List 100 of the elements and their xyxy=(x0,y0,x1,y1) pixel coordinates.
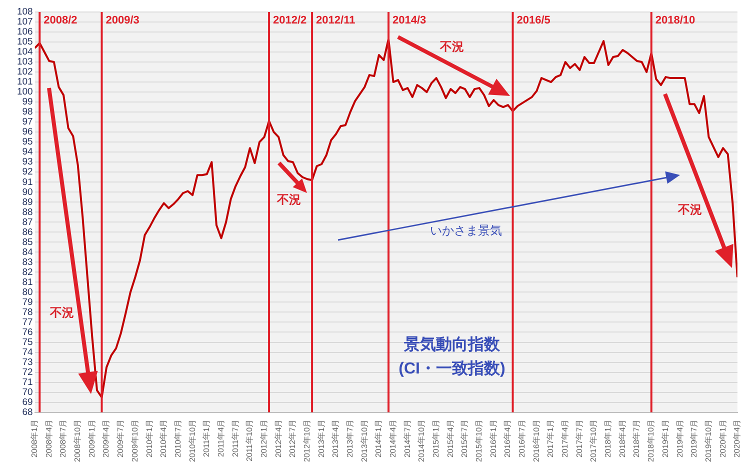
x-tick-label: 2020年1月 xyxy=(718,419,728,458)
y-tick-label: 107 xyxy=(16,16,33,28)
y-tick-label: 93 xyxy=(22,156,33,168)
x-tick-label: 2008年1月 xyxy=(30,419,40,458)
y-tick-label: 98 xyxy=(22,106,33,118)
x-tick-label: 2011年7月 xyxy=(230,419,240,457)
x-tick-label: 2019年10月 xyxy=(704,419,713,462)
y-tick-label: 85 xyxy=(22,236,33,248)
y-tick-label: 81 xyxy=(22,276,33,288)
x-tick-label: 2012年1月 xyxy=(259,419,268,458)
x-tick-label: 2017年7月 xyxy=(574,419,584,458)
ref-line-label: 2012/2 xyxy=(273,14,307,27)
x-tick-label: 2009年7月 xyxy=(116,419,126,458)
y-tick-label: 101 xyxy=(16,76,33,88)
y-tick-label: 80 xyxy=(22,286,33,298)
x-tick-label: 2015年4月 xyxy=(446,419,455,458)
y-tick-label: 78 xyxy=(22,306,33,318)
text: 景気動向指数 xyxy=(403,335,501,354)
y-tick-label: 70 xyxy=(22,386,33,398)
x-tick-label: 2009年1月 xyxy=(87,419,96,458)
annotation: 不況 xyxy=(677,202,702,216)
x-tick-label: 2012年10月 xyxy=(302,419,312,462)
x-tick-label: 2017年1月 xyxy=(546,419,556,458)
x-tick-label: 2009年4月 xyxy=(102,419,111,458)
x-tick-label: 2010年7月 xyxy=(173,419,182,458)
x-tick-label: 2013年4月 xyxy=(331,419,340,458)
x-tick-label: 2018年10月 xyxy=(646,419,656,462)
y-tick-label: 76 xyxy=(22,326,33,338)
y-tick-label: 74 xyxy=(22,346,33,358)
x-tick-label: 2016年7月 xyxy=(518,419,527,458)
annotation: 不況 xyxy=(439,39,464,54)
ref-line-label: 2012/11 xyxy=(316,14,356,27)
x-tick-label: 2013年7月 xyxy=(345,419,354,458)
y-tick-label: 71 xyxy=(22,376,33,388)
y-tick-label: 73 xyxy=(22,356,33,368)
y-tick-label: 90 xyxy=(22,186,33,198)
x-tick-label: 2014年10月 xyxy=(417,419,426,462)
x-tick-label: 2010年1月 xyxy=(144,419,154,458)
y-tick-label: 105 xyxy=(16,36,33,48)
x-tick-label: 2016年10月 xyxy=(532,419,541,462)
annotation: 不況 xyxy=(49,305,74,320)
ref-line-label: 2018/10 xyxy=(655,14,696,27)
annotation: 不況 xyxy=(276,192,301,206)
x-tick-label: 2018年4月 xyxy=(618,419,627,458)
x-tick-label: 2010年4月 xyxy=(159,419,168,458)
y-tick-label: 69 xyxy=(22,396,33,408)
y-tick-label: 77 xyxy=(22,316,33,328)
ref-line-label: 2014/3 xyxy=(392,14,426,27)
y-tick-label: 72 xyxy=(22,366,33,378)
y-tick-label: 79 xyxy=(22,296,33,308)
y-tick-label: 100 xyxy=(16,86,33,98)
x-tick-label: 2009年10月 xyxy=(130,419,140,462)
x-tick-label: 2018年7月 xyxy=(632,419,642,458)
y-tick-label: 91 xyxy=(22,176,33,188)
x-tick-label: 2011年10月 xyxy=(245,419,254,462)
y-tick-label: 99 xyxy=(22,96,33,108)
x-tick-label: 2014年4月 xyxy=(388,419,398,458)
y-tick-label: 83 xyxy=(22,256,33,268)
x-tick-label: 2019年7月 xyxy=(690,419,699,458)
x-tick-label: 2012年4月 xyxy=(274,419,283,458)
x-tick-label: 2013年1月 xyxy=(316,419,326,458)
y-tick-label: 96 xyxy=(22,126,33,138)
y-tick-label: 106 xyxy=(16,26,33,38)
ref-line-label: 2009/3 xyxy=(106,14,140,27)
x-tick-label: 2015年1月 xyxy=(432,419,441,458)
x-tick-label: 2012年7月 xyxy=(288,419,298,458)
x-tick-label: 2011年4月 xyxy=(216,419,226,457)
y-tick-label: 86 xyxy=(22,226,33,238)
x-tick-label: 2019年1月 xyxy=(660,419,670,458)
y-tick-label: 75 xyxy=(22,336,33,348)
y-tick-label: 94 xyxy=(22,146,33,158)
y-tick-label: 108 xyxy=(16,6,33,18)
x-tick-label: 2015年7月 xyxy=(460,419,470,458)
y-tick-label: 68 xyxy=(22,406,33,418)
x-tick-label: 2015年10月 xyxy=(474,419,484,462)
x-tick-label: 2019年4月 xyxy=(675,419,684,458)
y-tick-label: 95 xyxy=(22,136,33,148)
y-tick-label: 104 xyxy=(16,46,33,58)
y-tick-label: 92 xyxy=(22,166,33,178)
y-tick-label: 84 xyxy=(22,246,33,258)
x-tick-label: 2008年10月 xyxy=(73,419,82,462)
x-tick-label: 2013年10月 xyxy=(360,419,369,462)
text: (CI・一致指数) xyxy=(398,359,506,378)
y-tick-label: 102 xyxy=(16,66,33,78)
x-tick-label: 2008年7月 xyxy=(58,419,68,458)
y-tick-label: 89 xyxy=(22,196,33,208)
x-tick-label: 2018年1月 xyxy=(604,419,613,458)
x-tick-label: 2017年4月 xyxy=(560,419,570,458)
annotation: いかさま景気 xyxy=(430,223,502,238)
x-tick-label: 2014年7月 xyxy=(402,419,412,458)
y-tick-label: 97 xyxy=(22,116,33,128)
x-tick-label: 2011年1月 xyxy=(202,419,212,457)
y-tick-label: 87 xyxy=(22,216,33,228)
y-tick-label: 82 xyxy=(22,266,33,278)
x-tick-label: 2016年1月 xyxy=(488,419,498,458)
x-tick-label: 2014年1月 xyxy=(374,419,384,458)
x-tick-label: 2017年10月 xyxy=(589,419,598,462)
ref-line-label: 2008/2 xyxy=(44,14,78,27)
ref-line-label: 2016/5 xyxy=(516,14,550,27)
x-tick-label: 2020年4月 xyxy=(732,419,742,458)
